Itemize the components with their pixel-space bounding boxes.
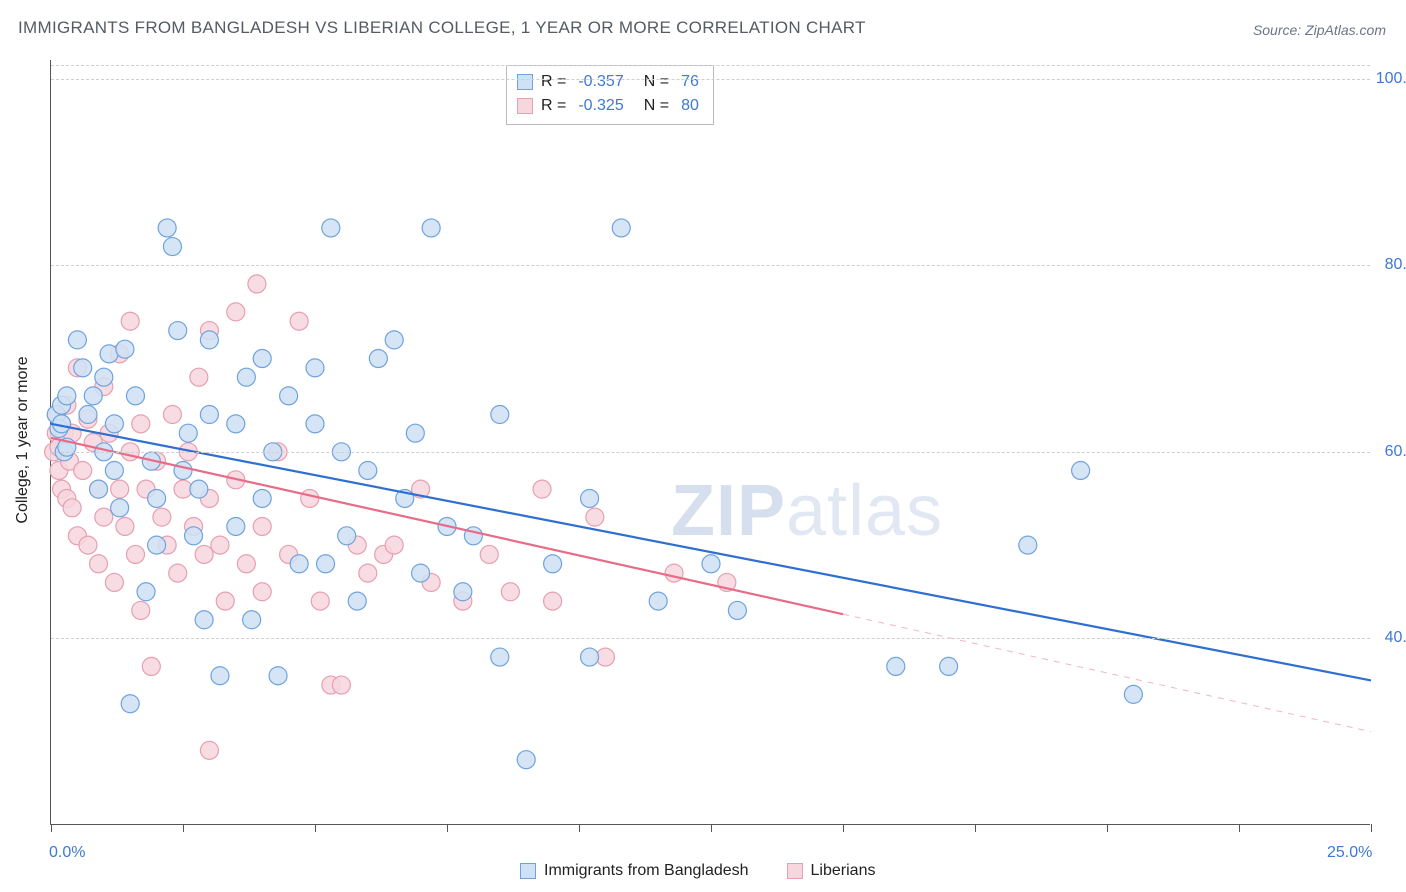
y-tick-label: 60.0% bbox=[1385, 443, 1406, 461]
swatch-series-2 bbox=[517, 98, 533, 114]
legend-item-2: Liberians bbox=[787, 862, 876, 880]
y-tick-label: 100.0% bbox=[1376, 70, 1406, 88]
stats-legend: R = -0.357 N = 76 R = -0.325 N = 80 bbox=[506, 65, 714, 125]
scatter-svg bbox=[51, 60, 1370, 824]
source-attribution: Source: ZipAtlas.com bbox=[1253, 22, 1386, 38]
legend-swatch-1 bbox=[520, 863, 536, 879]
bottom-legend: Immigrants from Bangladesh Liberians bbox=[520, 862, 875, 880]
stat-r-label: R = bbox=[541, 94, 566, 118]
y-axis-title: College, 1 year or more bbox=[14, 356, 32, 523]
x-tick-label: 25.0% bbox=[1327, 844, 1372, 862]
stat-r-value-1: -0.357 bbox=[578, 70, 623, 94]
swatch-series-1 bbox=[517, 74, 533, 90]
legend-item-1: Immigrants from Bangladesh bbox=[520, 862, 749, 880]
correlation-chart: IMMIGRANTS FROM BANGLADESH VS LIBERIAN C… bbox=[0, 0, 1406, 892]
stat-r-value-2: -0.325 bbox=[578, 94, 623, 118]
legend-label-1: Immigrants from Bangladesh bbox=[544, 862, 749, 880]
stat-n-value-1: 76 bbox=[681, 70, 699, 94]
y-tick-label: 80.0% bbox=[1385, 256, 1406, 274]
stat-n-label: N = bbox=[644, 94, 669, 118]
y-tick-label: 40.0% bbox=[1385, 629, 1406, 647]
plot-area: R = -0.357 N = 76 R = -0.325 N = 80 ZIPa… bbox=[50, 60, 1370, 825]
stat-n-value-2: 80 bbox=[681, 94, 699, 118]
stats-row-series-1: R = -0.357 N = 76 bbox=[517, 70, 699, 94]
stats-row-series-2: R = -0.325 N = 80 bbox=[517, 94, 699, 118]
stat-r-label: R = bbox=[541, 70, 566, 94]
chart-title: IMMIGRANTS FROM BANGLADESH VS LIBERIAN C… bbox=[18, 18, 866, 38]
legend-swatch-2 bbox=[787, 863, 803, 879]
x-tick-label: 0.0% bbox=[49, 844, 85, 862]
legend-label-2: Liberians bbox=[811, 862, 876, 880]
stat-n-label: N = bbox=[644, 70, 669, 94]
